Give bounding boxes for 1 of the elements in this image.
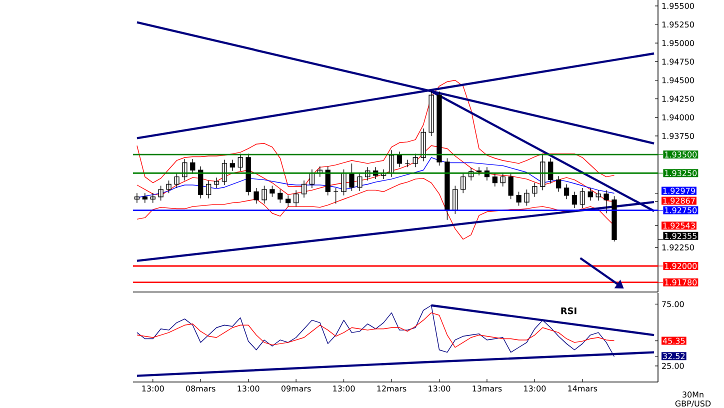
annotation: RSI xyxy=(561,307,576,314)
